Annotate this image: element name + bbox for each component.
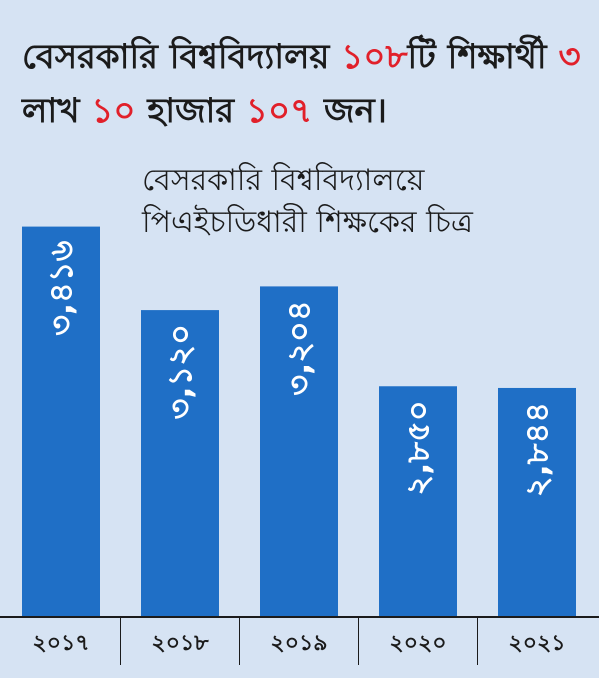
headline-text-3: লাখ bbox=[22, 91, 92, 131]
bars-group bbox=[22, 226, 576, 617]
chart-title-line-2: পিএইচডিধারী শিক্ষকের চিত্র bbox=[142, 205, 473, 240]
headline-text-1: বেসরকারি বিশ্ববিদ্যালয় bbox=[22, 37, 342, 77]
chart-title-line-1: বেসরকারি বিশ্ববিদ্যালয়ে bbox=[142, 163, 425, 198]
bar-5 bbox=[498, 387, 576, 617]
bar-4 bbox=[379, 386, 457, 617]
x-tick-label-4: ২০২০ bbox=[389, 631, 446, 656]
headline-rest-value: ১০৭ bbox=[245, 91, 313, 131]
x-tick-label-3: ২০১৯ bbox=[270, 631, 327, 656]
headline: বেসরকারি বিশ্ববিদ্যালয় ১০৮টি শিক্ষার্থী… bbox=[22, 30, 582, 138]
bar-1 bbox=[22, 226, 100, 617]
x-tick-labels-group: ২০১৭ ২০১৮ ২০১৯ ২০২০ ২০২১ bbox=[32, 617, 566, 665]
bar-value-label-4: ২,৮৫০ bbox=[399, 400, 437, 495]
x-tick-label-5: ২০২১ bbox=[508, 631, 565, 656]
headline-text-5: জন। bbox=[312, 91, 387, 131]
bar-value-label-1: ৩,৪১৬ bbox=[42, 240, 80, 335]
bar-value-label-3: ৩,২০৪ bbox=[280, 300, 318, 395]
bar-2 bbox=[141, 310, 219, 617]
headline-text-2: টি শিক্ষার্থী bbox=[407, 37, 559, 77]
headline-thousand-value: ১০ bbox=[91, 91, 136, 131]
x-tick-label-1: ২০১৭ bbox=[32, 631, 89, 656]
bar-labels-group: ৩,৪১৬ ৩,১২০ ৩,২০৪ ২,৮৫০ ২,৮৪৪ bbox=[42, 240, 556, 497]
chart-title: বেসরকারি বিশ্ববিদ্যালয়ে পিএইচডিধারী শিক… bbox=[142, 160, 473, 244]
bar-3 bbox=[260, 286, 338, 617]
bar-value-label-2: ৩,১২০ bbox=[161, 324, 199, 419]
headline-text-4: হাজার bbox=[135, 91, 246, 131]
x-tick-label-2: ২০১৮ bbox=[151, 631, 209, 656]
bar-value-label-5: ২,৮৪৪ bbox=[518, 402, 556, 497]
headline-lakh-value: ৩ bbox=[558, 37, 581, 77]
headline-university-count: ১০৮ bbox=[341, 37, 408, 77]
